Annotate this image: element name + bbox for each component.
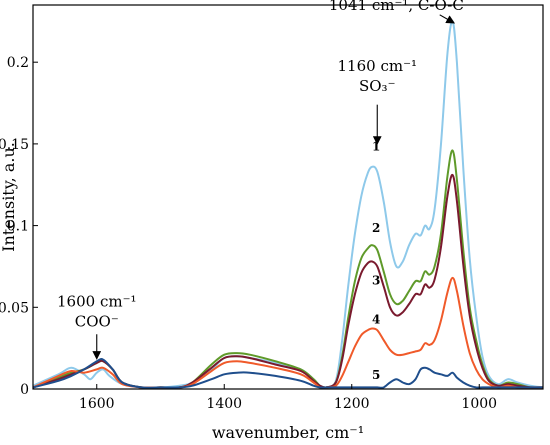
curve-label-4: 4 xyxy=(372,313,380,327)
series-line-2 xyxy=(32,149,544,389)
curve-label-2: 2 xyxy=(372,221,380,235)
y-tick-label: 0 xyxy=(20,382,29,398)
series-line-5 xyxy=(32,358,543,389)
annotations: 1600 cm⁻¹ COO⁻ 1160 cm⁻¹ SO₃⁻ 1041 cm⁻¹, C-O… xyxy=(57,0,464,360)
plot-frame xyxy=(32,4,544,390)
curve-label-1: 1 xyxy=(372,139,380,153)
annotation-so3-line-1: 1160 cm⁻¹ xyxy=(338,57,418,75)
curve-labels: 1 2 3 4 5 xyxy=(372,139,380,382)
annotation-coo: 1600 cm⁻¹ COO⁻ xyxy=(57,292,137,360)
curve-label-5: 5 xyxy=(372,368,380,382)
x-tick-label: 1000 xyxy=(461,396,497,412)
y-tick-label: 0.05 xyxy=(0,300,29,316)
x-tick-label: 1200 xyxy=(334,396,370,412)
y-tick-label: 0.2 xyxy=(7,55,29,71)
annotation-coo-line-2: COO⁻ xyxy=(75,312,119,330)
y-tick-label: 0.15 xyxy=(0,137,29,153)
annotation-so3: 1160 cm⁻¹ SO₃⁻ xyxy=(338,57,418,146)
curve-label-3: 3 xyxy=(372,273,380,287)
annotation-coo-line-1: 1600 cm⁻¹ xyxy=(57,292,137,310)
annotation-coc-line-1: 1041 cm⁻¹, C-O-C xyxy=(329,0,464,14)
annotation-coc-arrow xyxy=(439,14,456,24)
annotation-so3-line-2: SO₃⁻ xyxy=(359,77,396,95)
series-line-1 xyxy=(32,20,544,389)
series-layer xyxy=(32,20,544,389)
x-tick-label: 1400 xyxy=(206,396,242,412)
y-axis-title: Intensity, a.u. xyxy=(0,142,18,252)
x-tick-label: 1600 xyxy=(79,396,115,412)
x-axis-title: wavenumber, cm⁻¹ xyxy=(212,423,364,442)
annotation-coc: 1041 cm⁻¹, C-O-C xyxy=(329,0,464,24)
y-axis: 0 0.05 0.1 0.15 0.2 xyxy=(0,55,38,398)
x-axis: 1600 1400 1200 1000 xyxy=(79,384,497,412)
y-tick-label: 0.1 xyxy=(7,219,29,235)
